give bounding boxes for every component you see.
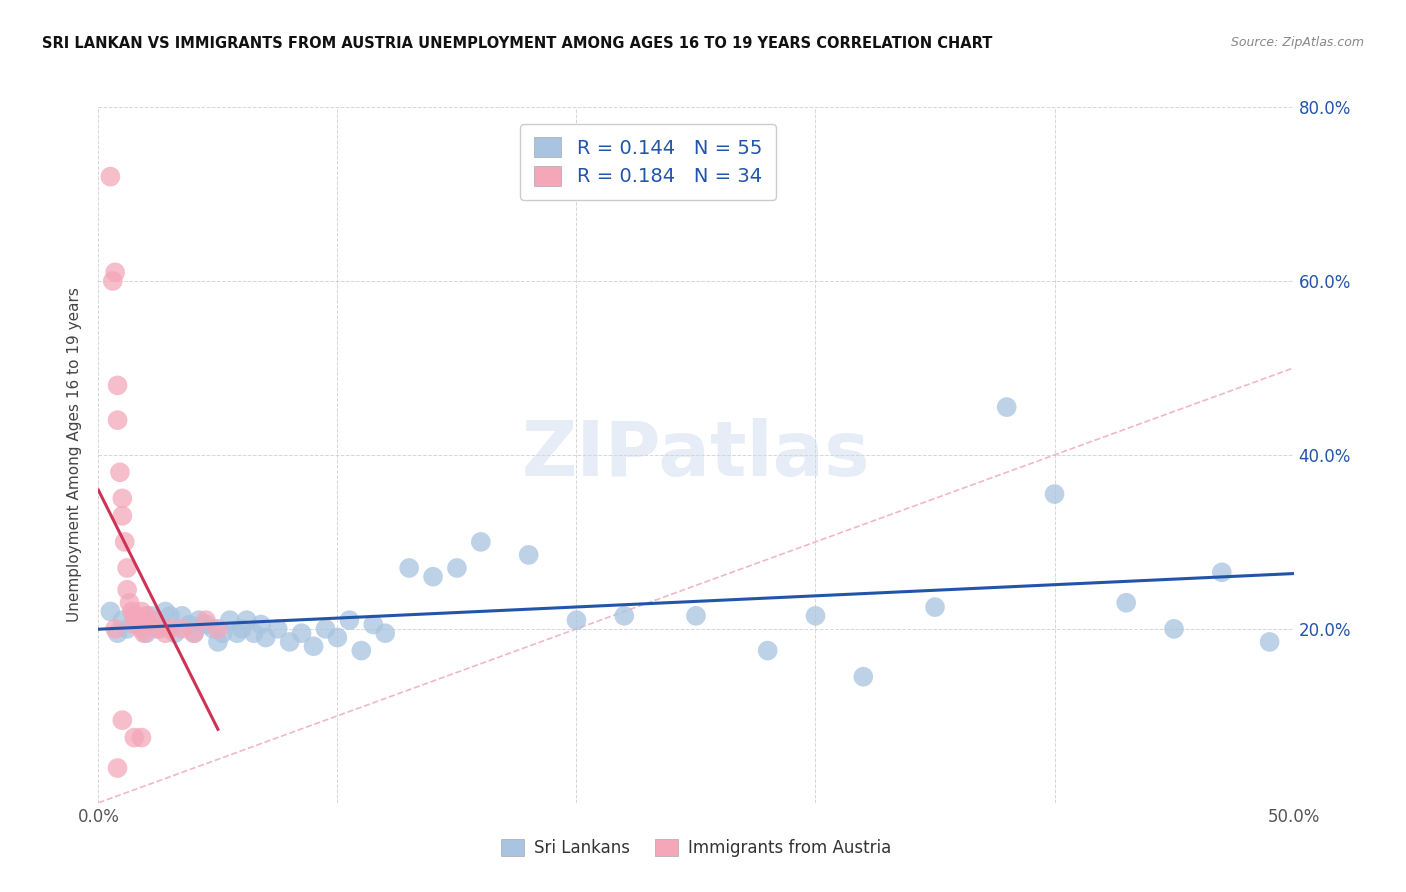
Point (398, 561, 420, 575)
Point (995, 400, 1018, 414)
Point (163, 626, 186, 640)
Point (107, 378, 129, 392)
Point (155, 626, 177, 640)
Text: Source: ZipAtlas.com: Source: ZipAtlas.com (1230, 36, 1364, 49)
Point (111, 508, 134, 523)
Point (243, 626, 266, 640)
Point (187, 613, 209, 627)
Point (107, 626, 129, 640)
Point (172, 608, 194, 623)
Point (302, 639, 325, 653)
Point (254, 631, 277, 645)
Point (219, 613, 242, 627)
Point (194, 613, 218, 627)
Point (924, 600, 946, 615)
Text: SRI LANKAN VS IMMIGRANTS FROM AUSTRIA UNEMPLOYMENT AMONG AGES 16 TO 19 YEARS COR: SRI LANKAN VS IMMIGRANTS FROM AUSTRIA UN… (42, 36, 993, 51)
Point (115, 582, 138, 597)
Point (139, 608, 162, 623)
Point (104, 265, 127, 279)
Point (1211, 566, 1233, 580)
Point (250, 617, 273, 632)
Point (107, 413, 129, 427)
Point (124, 731, 146, 745)
Point (194, 617, 218, 632)
Point (135, 626, 157, 640)
Point (446, 561, 468, 575)
Point (339, 613, 360, 627)
Point (132, 626, 155, 640)
Point (852, 670, 875, 684)
Point (804, 608, 827, 623)
Point (326, 631, 349, 645)
Point (107, 761, 129, 775)
Point (315, 622, 337, 636)
Point (108, 466, 131, 480)
Point (202, 622, 225, 636)
Point (114, 534, 136, 549)
Point (131, 617, 153, 632)
Point (104, 622, 127, 636)
Point (207, 622, 229, 636)
Point (148, 622, 170, 636)
Point (267, 622, 290, 636)
Point (159, 622, 181, 636)
Point (565, 613, 588, 627)
Point (131, 605, 153, 619)
Point (131, 731, 153, 745)
Point (124, 608, 146, 623)
Point (118, 596, 141, 610)
Point (235, 613, 257, 627)
Point (135, 608, 157, 623)
Point (291, 626, 314, 640)
Point (98, 169, 122, 184)
Point (374, 626, 396, 640)
Point (128, 613, 150, 627)
Point (121, 605, 143, 619)
Point (183, 626, 205, 640)
Point (1115, 596, 1137, 610)
Point (613, 608, 636, 623)
Point (159, 608, 181, 623)
Point (1258, 635, 1281, 649)
Point (139, 613, 162, 627)
Point (111, 713, 134, 727)
Point (422, 570, 444, 584)
Text: ZIPatlas: ZIPatlas (522, 418, 870, 491)
Point (101, 274, 124, 288)
Point (115, 622, 138, 636)
Point (1163, 622, 1185, 636)
Point (363, 617, 385, 632)
Point (207, 635, 229, 649)
Point (172, 622, 194, 636)
Point (98, 605, 122, 619)
Y-axis label: Unemployment Among Ages 16 to 19 years: Unemployment Among Ages 16 to 19 years (67, 287, 83, 623)
Point (226, 626, 249, 640)
Point (111, 613, 134, 627)
Point (148, 622, 170, 636)
Point (111, 491, 134, 506)
Point (124, 608, 146, 623)
Point (350, 643, 373, 657)
Point (115, 561, 138, 575)
Point (124, 617, 146, 632)
Point (517, 548, 540, 562)
Point (756, 643, 779, 657)
Point (131, 622, 153, 636)
Point (155, 605, 177, 619)
Point (183, 626, 205, 640)
Legend: Sri Lankans, Immigrants from Austria: Sri Lankans, Immigrants from Austria (494, 832, 898, 864)
Point (1043, 487, 1066, 501)
Point (211, 626, 233, 640)
Point (125, 608, 148, 623)
Point (231, 622, 253, 636)
Point (278, 635, 301, 649)
Point (685, 608, 707, 623)
Point (470, 534, 492, 549)
Point (179, 617, 201, 632)
